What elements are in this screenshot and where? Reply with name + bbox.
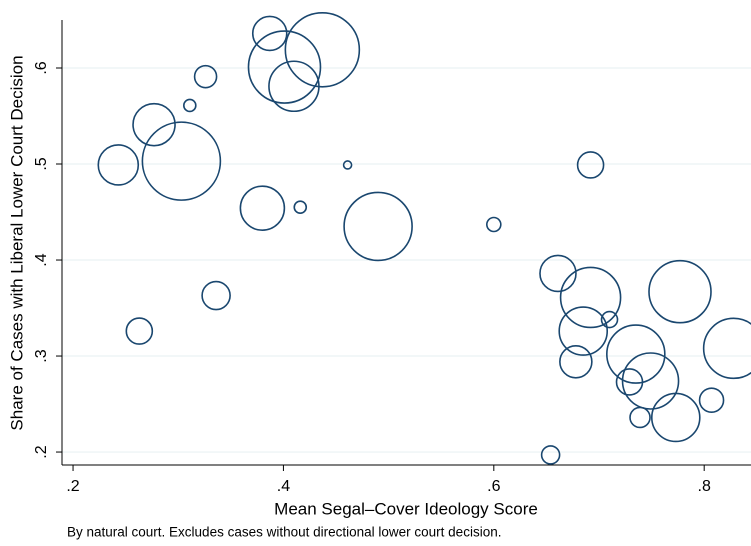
bubble (293, 200, 308, 215)
bubble (201, 280, 231, 311)
bubble (615, 368, 644, 396)
x-tick-label: .4 (277, 478, 290, 495)
x-tick-label: .6 (487, 478, 500, 495)
bubble (97, 144, 140, 186)
bubble (559, 344, 593, 379)
bubble (141, 121, 222, 201)
bubble (539, 254, 577, 293)
bubble (342, 160, 353, 170)
bubble (132, 102, 176, 147)
bubble (576, 151, 605, 179)
y-tick-label: .4 (33, 253, 50, 266)
bubble (268, 60, 320, 113)
bubble (702, 317, 751, 380)
x-tick-label: .2 (66, 478, 79, 495)
y-tick-label: .6 (33, 61, 50, 74)
bubble (486, 216, 502, 233)
bubble (606, 324, 666, 384)
bubble (251, 15, 288, 52)
y-tick-label: .5 (33, 157, 50, 170)
y-tick-label: .3 (33, 349, 50, 362)
chart-note: By natural court. Excludes cases without… (67, 525, 501, 540)
bubble (239, 185, 286, 231)
bubble (559, 266, 622, 329)
bubble (540, 445, 561, 465)
bubble (621, 352, 680, 410)
bubble (558, 306, 609, 356)
bubble (698, 387, 725, 413)
x-tick-label: .8 (698, 478, 711, 495)
bubble (650, 392, 701, 443)
bubble (193, 64, 218, 89)
bubble (629, 406, 651, 429)
x-axis-title: Mean Segal–Cover Ideology Score (274, 499, 538, 518)
bubble (343, 191, 413, 262)
bubble (600, 310, 619, 329)
bubble (284, 11, 361, 88)
y-tick-label: .2 (33, 445, 50, 458)
bubble (247, 30, 322, 104)
bubble (183, 98, 197, 113)
bubble (125, 317, 154, 345)
bubble (648, 259, 712, 324)
y-axis-title: Share of Cases with Liberal Lower Court … (7, 55, 26, 430)
